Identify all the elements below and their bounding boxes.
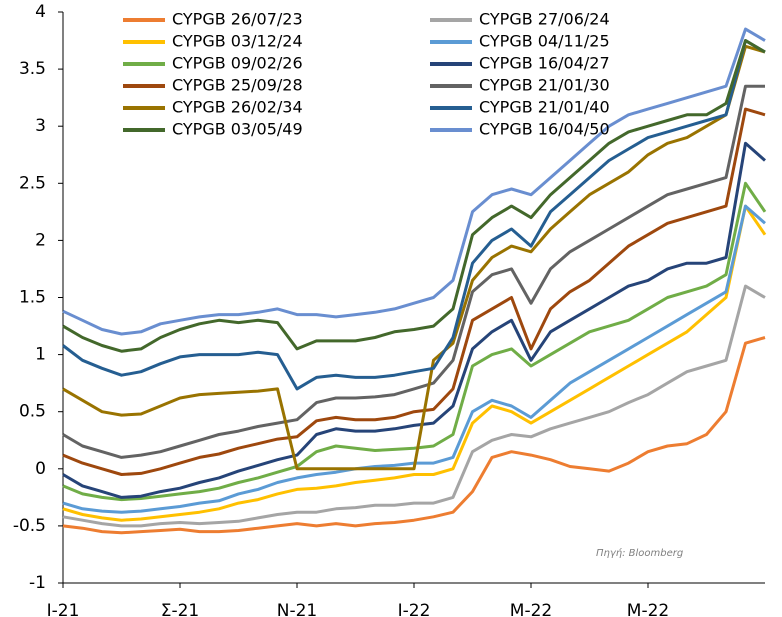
x-tick-label: Ι-21 xyxy=(47,601,80,617)
legend-label: CYPGB 21/01/40 xyxy=(479,98,610,117)
series-line xyxy=(62,336,766,535)
legend-label: CYPGB 26/07/23 xyxy=(172,10,303,29)
y-tick-label: -0.5 xyxy=(13,516,46,536)
y-tick-label: 4 xyxy=(35,2,46,22)
legend-label: CYPGB 25/09/28 xyxy=(172,76,303,95)
y-tick-label: 2 xyxy=(35,230,46,250)
y-tick-label: 1 xyxy=(35,345,46,365)
legend-label: CYPGB 03/12/24 xyxy=(172,32,303,51)
x-tick-label: Σ-21 xyxy=(161,601,200,617)
y-tick-label: 0.5 xyxy=(19,402,46,422)
y-tick-label: 0 xyxy=(35,459,46,479)
legend-label: CYPGB 04/11/25 xyxy=(479,32,610,51)
x-tick-label: Ι-22 xyxy=(398,601,431,617)
series-line xyxy=(62,44,766,471)
legend-label: CYPGB 27/06/24 xyxy=(479,10,610,29)
series-line xyxy=(62,181,767,502)
y-tick-label: 1.5 xyxy=(19,288,46,308)
y-tick-label: -1 xyxy=(29,573,46,593)
legend-label: CYPGB 26/02/34 xyxy=(172,98,303,117)
series-line xyxy=(62,107,766,476)
series-line xyxy=(62,284,766,528)
series-line xyxy=(62,39,766,353)
y-tick-label: 3 xyxy=(35,116,46,136)
legend-label: CYPGB 21/01/30 xyxy=(479,76,610,95)
legend-label: CYPGB 09/02/26 xyxy=(172,54,303,73)
series-line xyxy=(62,27,766,336)
x-tick-label: Μ-22 xyxy=(510,601,552,617)
series-line xyxy=(62,84,765,459)
legend-label: CYPGB 03/05/49 xyxy=(172,120,303,139)
legend-label: CYPGB 16/04/50 xyxy=(479,120,610,139)
y-tick-label: 3.5 xyxy=(19,59,46,79)
series-line xyxy=(62,39,766,391)
x-tick-label: Μ-22 xyxy=(627,601,669,617)
y-tick-label: 2.5 xyxy=(19,173,46,193)
source-note: Πηγή: Bloomberg xyxy=(596,547,683,559)
legend-label: CYPGB 16/04/27 xyxy=(479,54,610,73)
series-line xyxy=(62,141,766,499)
x-tick-label: Ν-21 xyxy=(277,601,317,617)
series-line xyxy=(62,204,767,522)
